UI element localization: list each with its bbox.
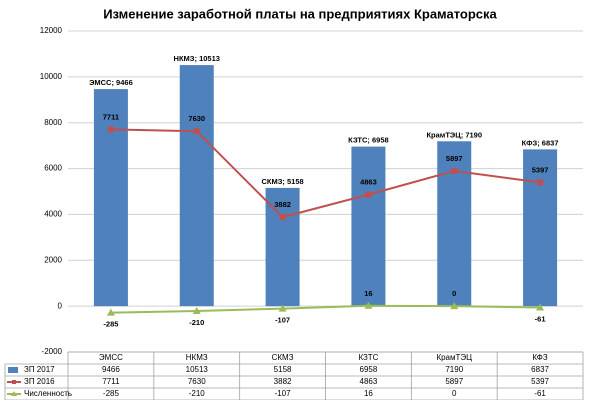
line-marker (537, 179, 544, 186)
table-cell: 5897 (445, 377, 463, 386)
bar-value-label: СКМЗ; 5158 (261, 177, 303, 186)
table-cell: -107 (275, 389, 292, 398)
table-cell: 16 (364, 389, 373, 398)
table-cell: -210 (189, 389, 206, 398)
table-cell: 4863 (360, 377, 378, 386)
table-cell: 5397 (531, 377, 549, 386)
table-cell: 0 (452, 389, 457, 398)
y-tick-label: 12000 (40, 26, 63, 35)
line-value-label: 5897 (446, 154, 463, 163)
y-tick-label: 0 (58, 301, 63, 310)
legend-key (8, 367, 18, 373)
table-cell: 5158 (274, 365, 292, 374)
x-tick-label: ЭМСС (99, 353, 123, 362)
bar-value-label: КрамТЭЦ; 7190 (426, 130, 482, 139)
table-cell: 3882 (274, 377, 292, 386)
line-value-label: -107 (275, 316, 290, 325)
x-tick-label: СКМЗ (272, 353, 294, 362)
legend-label: Численность (24, 389, 72, 398)
line-value-label: 16 (364, 289, 372, 298)
line-value-label: -210 (189, 318, 204, 327)
x-tick-label: КФЗ (532, 353, 547, 362)
table-cell: 7190 (445, 365, 463, 374)
y-tick-label: 8000 (44, 118, 62, 127)
line (110, 304, 541, 314)
bar-value-label: КЗТС; 6958 (348, 136, 389, 145)
legend-key (12, 380, 16, 384)
line-marker (451, 167, 458, 174)
table-cell: 7630 (188, 377, 206, 386)
bar-value-label: ЭМСС; 9466 (89, 78, 133, 87)
bar (523, 149, 558, 307)
line-marker (365, 191, 372, 198)
table-cell: -61 (534, 389, 546, 398)
line-value-label: 3882 (274, 200, 291, 209)
y-tick-label: 6000 (44, 164, 62, 173)
table-cell: 9466 (102, 365, 120, 374)
line-marker (193, 128, 200, 135)
line-marker (106, 308, 115, 316)
line-marker (107, 126, 114, 133)
legend-key (11, 391, 17, 396)
y-tick-label: 4000 (44, 210, 62, 219)
table-cell: -285 (103, 389, 120, 398)
legend-label: ЗП 2016 (24, 377, 55, 386)
line-marker (192, 306, 201, 314)
table-cell: 10513 (186, 365, 209, 374)
bar (437, 141, 472, 307)
line-value-label: 4863 (360, 178, 377, 187)
line-value-label: 0 (452, 289, 456, 298)
line-value-label: -285 (103, 320, 118, 329)
bar-value-label: КФЗ; 6837 (522, 138, 559, 147)
table-cell: 6958 (360, 365, 378, 374)
x-tick-label: КЗТС (358, 353, 378, 362)
line (110, 128, 541, 219)
line-marker (279, 214, 286, 221)
legend-label: ЗП 2017 (24, 365, 55, 374)
chart-title: Изменение заработной платы на предприяти… (103, 6, 497, 21)
y-tick-label: 10000 (40, 72, 63, 81)
bar-value-label: НКМЗ; 10513 (174, 54, 220, 63)
line-marker (364, 301, 373, 309)
line-value-label: 7711 (103, 112, 119, 121)
x-tick-label: НКМЗ (186, 353, 208, 362)
y-tick-label: -2000 (42, 347, 63, 356)
line-marker (450, 302, 459, 310)
line-value-label: 5397 (532, 165, 549, 174)
bar (93, 89, 128, 307)
line-marker (536, 303, 545, 311)
table-cell: 7711 (102, 377, 120, 386)
line-marker (278, 304, 287, 312)
bar (351, 146, 386, 307)
line-value-label: 7630 (188, 114, 205, 123)
line-value-label: -61 (535, 315, 546, 324)
bar (179, 65, 214, 307)
bar (265, 187, 300, 307)
x-tick-label: КрамТЭЦ (436, 353, 472, 362)
table-cell: 6837 (531, 365, 549, 374)
y-tick-label: 2000 (44, 255, 62, 264)
